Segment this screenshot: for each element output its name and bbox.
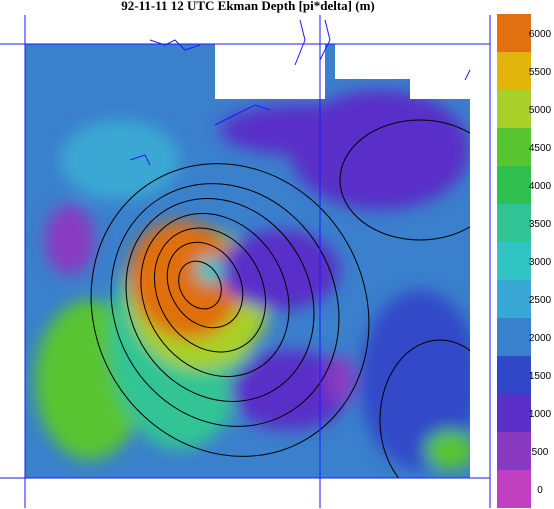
colorbar-swatch: [497, 52, 531, 90]
coastline: [129, 19, 471, 166]
colorbar-label: 1000: [529, 409, 552, 420]
colorbar-label: 3500: [529, 219, 552, 230]
field: [25, 44, 470, 478]
colorbar-swatch: [497, 432, 531, 470]
colorbar-label: 1500: [529, 371, 552, 382]
map-frame: [0, 15, 491, 508]
colorbar-label: 2500: [529, 295, 552, 306]
colorbar-swatch: [497, 204, 531, 242]
colorbar-swatch: [497, 394, 531, 432]
colorbar-label: 4000: [529, 181, 552, 192]
colorbar-swatch: [497, 166, 531, 204]
colorbar-label: 6000: [529, 29, 552, 40]
colorbar-label: 500: [532, 447, 549, 458]
colorbar-label: 5500: [529, 67, 552, 78]
colorbar-swatch: [497, 318, 531, 356]
colorbar-swatch: [497, 90, 531, 128]
colorbar-label: 2000: [529, 333, 552, 344]
colorbar-label: 4500: [529, 143, 552, 154]
colorbar-swatch: [497, 242, 531, 280]
colorbar-swatch: [497, 128, 531, 166]
colorbar-swatch: [497, 356, 531, 394]
colorbar-label: 3000: [529, 257, 552, 268]
colorbar-label: 5000: [529, 105, 552, 116]
colorbar-swatch: [497, 280, 531, 318]
colorbar: 0 500 1000 1500 2000 2500 3000 3500 4000 4500 5000…: [497, 14, 552, 508]
title: 92-11-11 12 UTC Ekman Depth [pi*delta] (…: [121, 0, 375, 13]
colorbar-label: 0: [537, 485, 543, 496]
colorbar-swatch: [497, 470, 531, 508]
colorbar-swatch: [497, 14, 531, 52]
